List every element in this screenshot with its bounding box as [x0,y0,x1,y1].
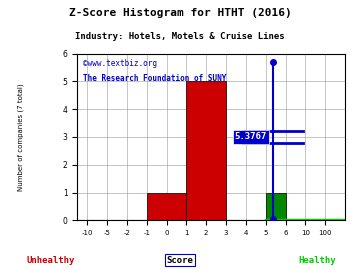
Y-axis label: Number of companies (7 total): Number of companies (7 total) [17,83,24,191]
Bar [186,81,226,220]
Bar [266,193,285,220]
Text: Score: Score [167,256,193,265]
Text: Industry: Hotels, Motels & Cruise Lines: Industry: Hotels, Motels & Cruise Lines [75,32,285,41]
Text: The Research Foundation of SUNY: The Research Foundation of SUNY [83,74,226,83]
Text: Z-Score Histogram for HTHT (2016): Z-Score Histogram for HTHT (2016) [69,8,291,18]
Text: Healthy: Healthy [298,256,336,265]
Text: 5.3767: 5.3767 [235,133,267,141]
Text: Unhealthy: Unhealthy [26,256,75,265]
Text: ©www.textbiz.org: ©www.textbiz.org [83,59,157,68]
Bar [147,193,186,220]
